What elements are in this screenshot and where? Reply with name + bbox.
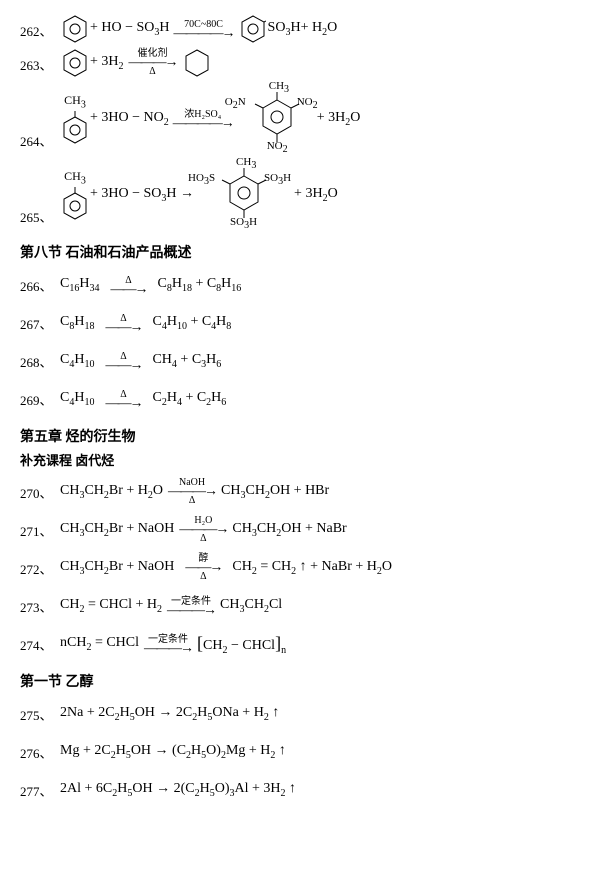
equation-263: 263、 + 3H2 催化剂 ———→ Δ ↵ <box>20 48 600 78</box>
equation-268: 268、 C4H10 Δ——→ CH4 + C3H6 ↵ <box>20 346 600 376</box>
equation-277: 277、 2Al + 6C2H5OH → 2(C2H5O)3Al + 3H2 ↑… <box>20 775 600 805</box>
benzene-ring-icon <box>62 48 88 78</box>
section-8-heading: 第八节 石油和石油产品概述 <box>20 242 600 262</box>
eq-number: 262、 <box>20 21 60 44</box>
arrow-icon: 催化剂 ———→ Δ <box>128 49 178 77</box>
eq-number: 271、 <box>20 521 60 540</box>
eq-number: 276、 <box>20 743 60 762</box>
arrow-icon: Δ——→ <box>98 314 148 332</box>
eq-number: 267、 <box>20 314 60 333</box>
equation-274: 274、 nCH2 = CHCl 一定条件———→ [CH2 − CHCl]n … <box>20 629 600 659</box>
eq-number: 275、 <box>20 705 60 724</box>
equation-265: 265、 CH3 + 3HO − SO3H → CH3 HO3S SO3H <box>20 160 600 230</box>
trisulfo-structure: CH3 HO3S SO3H SO3H <box>194 160 294 230</box>
return-mark: ↵ <box>591 638 600 651</box>
eq-number: 264、 <box>20 131 60 154</box>
eq-body: CH3 + 3HO − NO2 浓H₂SO₄ ————→ CH3 O2N <box>60 84 360 154</box>
equation-267: 267、 C8H18 Δ——→ C4H10 + C4H8 ↵ <box>20 308 600 338</box>
eq-number: 273、 <box>20 597 60 616</box>
benzene-ring-icon <box>62 14 88 44</box>
return-mark: ↵ <box>591 113 600 126</box>
return-mark: ↵ <box>591 393 600 406</box>
return-mark: ↵ <box>591 486 600 499</box>
eq-number: 270、 <box>20 483 60 502</box>
eq-number: 266、 <box>20 276 60 295</box>
cyclohexane-icon <box>184 48 210 78</box>
eq-number: 268、 <box>20 352 60 371</box>
equation-269: 269、 C4H10 Δ——→ C2H4 + C2H6 ↵ <box>20 384 600 414</box>
return-mark: ↵ <box>591 746 600 759</box>
section-1-heading: 第一节 乙醇 <box>20 671 600 691</box>
eq-number: 272、 <box>20 559 60 578</box>
arrow-icon: Δ——→ <box>98 390 148 408</box>
arrow-icon: NaOH———→Δ <box>167 478 217 506</box>
eq-body: + HO − SO3H 70C~80C ————→ SO3H+ H2O <box>60 14 337 44</box>
toluene-icon <box>62 187 88 221</box>
return-mark: ↵ <box>591 189 600 202</box>
eq-number: 263、 <box>20 55 60 78</box>
equation-262: 262、 + HO − SO3H 70C~80C ————→ SO3H+ H2O… <box>20 14 600 44</box>
equation-266: 266、 C16H34 Δ——→ C8H18 + C8H16 ↵ <box>20 270 600 300</box>
arrow-icon: 一定条件———→ <box>143 635 193 653</box>
return-mark: ↵ <box>591 600 600 613</box>
return-mark: ↵ <box>591 279 600 292</box>
return-mark: ↵ <box>591 524 600 537</box>
equation-264: 264、 CH3 + 3HO − NO2 浓H₂SO₄ ————→ <box>20 84 600 154</box>
return-mark: ↵ <box>591 317 600 330</box>
chapter-5-heading: 第五章 烃的衍生物 <box>20 426 600 446</box>
eq-body: CH3 + 3HO − SO3H → CH3 HO3S SO3H SO3H + … <box>60 160 338 230</box>
tnt-structure: CH3 O2N NO2 NO2 <box>237 84 317 154</box>
return-mark: ↵ <box>591 784 600 797</box>
return-mark: ↵ <box>591 708 600 721</box>
arrow-icon: H₂O———→Δ <box>178 516 228 544</box>
toluene-icon <box>62 111 88 145</box>
return-mark: ↵ <box>591 355 600 368</box>
equation-272: 272、 CH3CH2Br + NaOH 醇——→Δ CH2 = CH2 ↑ +… <box>20 553 600 583</box>
return-mark: ↵ <box>591 57 600 70</box>
arrow-icon: 浓H₂SO₄ ————→ <box>173 110 233 128</box>
arrow-icon: 70C~80C ————→ <box>174 20 234 38</box>
arrow-icon: 一定条件———→ <box>166 597 216 615</box>
return-mark: ↵ <box>591 562 600 575</box>
equation-276: 276、 Mg + 2C2H5OH → (C2H5O)2Mg + H2 ↑ ↵ <box>20 737 600 767</box>
eq-number: 274、 <box>20 635 60 654</box>
return-mark: ↵ <box>591 23 600 36</box>
arrow-icon: Δ——→ <box>98 352 148 370</box>
arrow-icon: Δ——→ <box>103 276 153 294</box>
equation-271: 271、 CH3CH2Br + NaOH H₂O———→Δ CH3CH2OH +… <box>20 515 600 545</box>
equation-270: 270、 CH3CH2Br + H2O NaOH———→Δ CH3CH2OH +… <box>20 477 600 507</box>
benzene-ring-icon <box>240 14 266 44</box>
subheading-halo: 补充课程 卤代烃 <box>20 450 600 469</box>
arrow-icon: 醇——→Δ <box>178 554 228 582</box>
eq-number: 269、 <box>20 390 60 409</box>
equation-273: 273、 CH2 = CHCl + H2 一定条件———→ CH3CH2Cl ↵ <box>20 591 600 621</box>
eq-body: + 3H2 催化剂 ———→ Δ <box>60 48 212 78</box>
eq-number: 277、 <box>20 781 60 800</box>
eq-number: 265、 <box>20 207 60 230</box>
equation-275: 275、 2Na + 2C2H5OH → 2C2H5ONa + H2 ↑ ↵ <box>20 699 600 729</box>
